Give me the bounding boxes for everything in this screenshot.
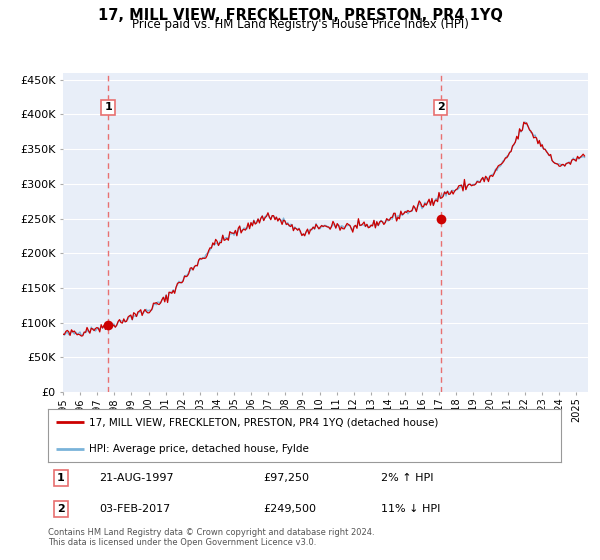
Text: 1: 1: [104, 102, 112, 113]
Text: 21-AUG-1997: 21-AUG-1997: [100, 473, 174, 483]
Text: 03-FEB-2017: 03-FEB-2017: [100, 504, 170, 514]
Text: 17, MILL VIEW, FRECKLETON, PRESTON, PR4 1YQ (detached house): 17, MILL VIEW, FRECKLETON, PRESTON, PR4 …: [89, 417, 439, 427]
Text: 2: 2: [57, 504, 65, 514]
Text: £97,250: £97,250: [263, 473, 310, 483]
Text: Price paid vs. HM Land Registry's House Price Index (HPI): Price paid vs. HM Land Registry's House …: [131, 18, 469, 31]
Text: 1: 1: [57, 473, 65, 483]
Text: 17, MILL VIEW, FRECKLETON, PRESTON, PR4 1YQ: 17, MILL VIEW, FRECKLETON, PRESTON, PR4 …: [98, 8, 502, 24]
Text: 11% ↓ HPI: 11% ↓ HPI: [382, 504, 441, 514]
Text: HPI: Average price, detached house, Fylde: HPI: Average price, detached house, Fyld…: [89, 444, 309, 454]
Text: Contains HM Land Registry data © Crown copyright and database right 2024.
This d: Contains HM Land Registry data © Crown c…: [48, 528, 374, 547]
Text: 2: 2: [437, 102, 445, 113]
Text: 2% ↑ HPI: 2% ↑ HPI: [382, 473, 434, 483]
Text: £249,500: £249,500: [263, 504, 316, 514]
